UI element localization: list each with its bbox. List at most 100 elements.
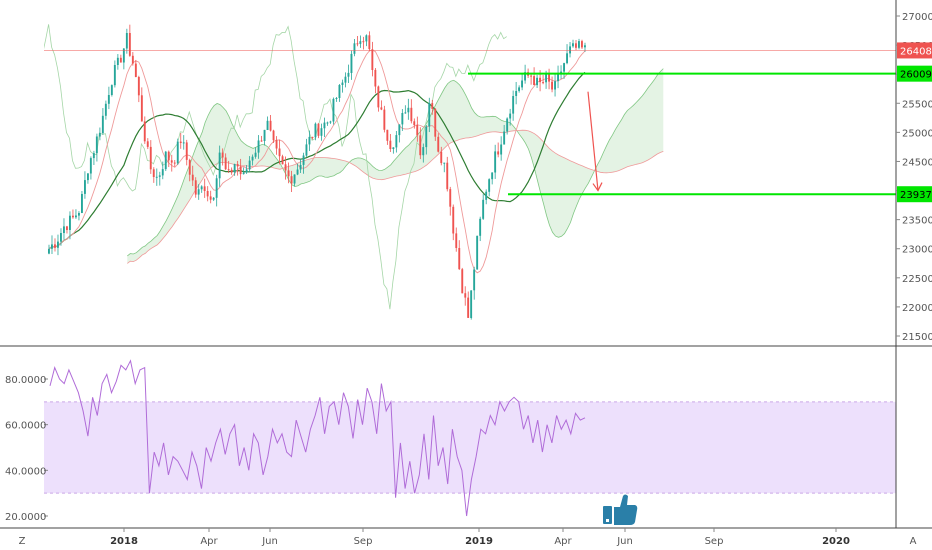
price-tag [897,42,932,59]
candle-body [323,122,326,129]
candle-body [581,41,583,48]
candle-body [63,226,65,233]
candle-body [425,126,428,148]
candle-body [545,73,547,83]
candle-body [140,95,143,122]
candle-body [239,166,242,175]
candle-body [392,147,395,149]
candle-body [296,169,299,175]
candle-body [48,248,50,254]
candle-body [407,107,410,113]
candle-body [497,151,500,155]
thumbs-up-icon [603,494,638,525]
price-tag-label: 26009 [900,70,932,81]
candle-body [473,269,476,291]
candle-body [437,136,440,152]
moving-averages [44,24,586,310]
log-scale-toggle[interactable]: Z [19,536,26,547]
candle-body [446,162,449,190]
price-tag [897,65,932,82]
candle-body [60,233,62,242]
candle-body [383,109,386,130]
price-tick-label: 21500 [902,332,932,343]
price-pane[interactable] [0,0,896,344]
rsi-axis[interactable]: 20.0000 40.0000 60.0000 80.0000 [5,375,48,523]
candle-body [461,269,464,294]
candle-body [218,152,221,179]
candle-body [485,191,488,200]
candle-body [125,33,128,49]
candle-body [251,156,254,161]
rsi-tick-label: 40.0000 [5,466,46,477]
lagging-span [44,24,507,310]
candle-body [173,162,176,164]
candle-body [185,142,188,160]
fast-moving-average [48,49,586,274]
candle-body [320,128,323,136]
candle-body [206,191,209,197]
auto-scale-toggle[interactable]: A [910,536,917,547]
candle-body [557,73,559,82]
candle-body [155,176,158,178]
candle-body [72,215,74,218]
rsi-band-fill [44,401,896,494]
candle-body [449,189,452,207]
candle-body [476,235,479,270]
time-tick-label: 2020 [822,536,850,547]
time-axis[interactable]: 2018 Apr Jun Sep 2019 Apr Jun Sep 2020 [110,528,850,547]
candle-body [266,120,269,130]
candle-body [422,147,425,156]
candle-body [575,43,577,48]
candle-body [137,77,140,96]
candle-body [536,77,538,86]
candle-body [57,241,59,248]
candle-body [66,226,68,230]
candle-body [569,46,571,54]
candle-body [281,156,284,165]
candle-body [101,115,104,134]
candle-body [482,199,485,219]
candle-body [152,169,155,177]
price-tick-label: 22500 [902,274,932,285]
slow-moving-average [48,71,586,250]
candle-body [81,194,83,213]
candle-body [54,244,56,248]
candle-body [78,213,80,216]
candle-body [530,75,532,77]
candle-body [230,169,233,173]
candle-body [368,35,371,50]
candle-body [203,186,206,191]
price-tag-label: 23937 [900,190,932,201]
candle-body [395,135,398,148]
candle-body [551,81,553,90]
price-axis[interactable]: 2150022000225002300023500240002450025000… [896,12,932,343]
rsi-band [44,401,896,494]
candle-body [146,141,149,147]
candle-body [380,107,383,110]
candle-body [75,215,77,218]
candle-body [224,157,227,170]
candle-body [431,103,434,109]
support-resistance-lines[interactable] [44,49,896,196]
time-tick-label: 2019 [465,536,493,547]
time-tick-label: Apr [554,536,572,547]
rsi-pane[interactable] [44,359,896,517]
candle-body [434,108,437,137]
rsi-line [49,359,586,517]
candle-body [548,73,550,82]
candle-body [221,152,224,158]
candle-body [386,129,389,141]
candle-body [308,136,311,145]
candle-body [455,233,458,248]
candle-body [167,151,170,161]
candlestick-series [48,24,586,320]
candle-body [401,113,404,125]
candle-body [209,196,212,200]
candle-body [188,159,191,175]
candle-body [245,169,248,173]
candle-body [278,148,281,157]
candle-body [134,63,137,77]
candle-body [164,151,167,170]
candle-body [488,179,491,192]
